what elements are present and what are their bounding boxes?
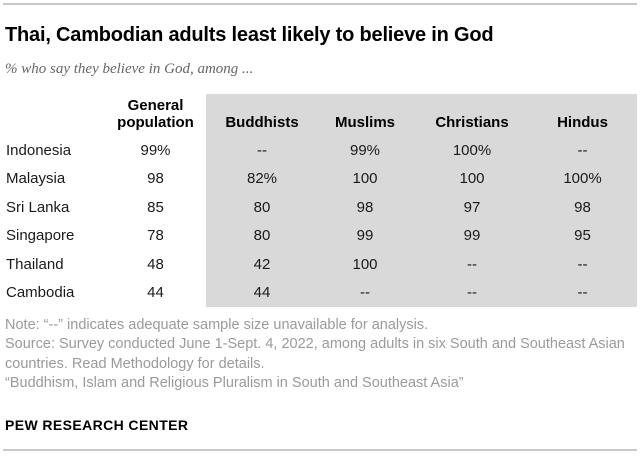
- cell-buddhists: 80: [253, 198, 271, 216]
- column-gap: [201, 136, 210, 165]
- cell-hindus: --: [577, 141, 588, 159]
- row-label: Thailand: [6, 255, 64, 273]
- column-gap: [201, 94, 210, 136]
- row-label: Singapore: [6, 227, 75, 245]
- chart-subtitle: % who say they believe in God, among ...: [5, 61, 254, 77]
- belief-table: General population Buddhists Muslims Chr…: [4, 94, 637, 307]
- row-label: Cambodia: [6, 284, 75, 302]
- row-label: Malaysia: [6, 170, 66, 188]
- cell-general-population: 48: [147, 255, 164, 273]
- cell-hindus: --: [577, 284, 588, 302]
- cell-muslims: 100: [352, 170, 378, 188]
- cell-christians: 99: [463, 227, 481, 245]
- column-gap: [201, 250, 210, 279]
- cell-muslims: 98: [356, 198, 374, 216]
- cell-buddhists: 82%: [246, 170, 278, 188]
- cell-buddhists: --: [257, 141, 267, 159]
- column-header-muslims: Muslims: [334, 114, 395, 131]
- column-header-general-population: General population: [117, 97, 194, 131]
- corner-cell: [4, 94, 110, 136]
- cell-christians: 100: [459, 170, 485, 188]
- cell-christians: 97: [463, 198, 481, 216]
- cell-christians: --: [467, 255, 477, 273]
- citation-line: “Buddhism, Islam and Religious Pluralism…: [5, 374, 464, 391]
- column-header-buddhists: Buddhists: [225, 114, 299, 131]
- row-label: Indonesia: [6, 141, 72, 159]
- cell-hindus: 95: [574, 227, 591, 245]
- cell-christians: --: [467, 284, 477, 302]
- column-header-hindus: Hindus: [557, 114, 608, 131]
- cell-general-population: 98: [147, 170, 164, 188]
- chart-title: Thai, Cambodian adults least likely to b…: [5, 24, 494, 46]
- cell-buddhists: 80: [253, 227, 271, 245]
- cell-muslims: --: [360, 284, 370, 302]
- top-rule: [3, 3, 637, 5]
- column-gap: [201, 222, 210, 251]
- source-line: Source: Survey conducted June 1-Sept. 4,…: [5, 336, 625, 372]
- cell-general-population: 99%: [140, 141, 171, 159]
- cell-christians: 100%: [452, 141, 492, 159]
- bottom-rule: [3, 449, 637, 451]
- cell-hindus: --: [577, 255, 588, 273]
- religious-groups-shade: [206, 94, 637, 307]
- pew-research-center-wordmark: PEW RESEARCH CENTER: [5, 417, 189, 433]
- cell-hindus: 100%: [563, 170, 602, 188]
- row-label: Sri Lanka: [6, 198, 70, 216]
- cell-buddhists: 44: [253, 284, 271, 302]
- column-gap: [201, 279, 210, 308]
- cell-muslims: 100: [352, 255, 378, 273]
- cell-general-population: 85: [147, 198, 164, 216]
- footnotes: Note: “--” indicates adequate sample siz…: [5, 316, 633, 393]
- table-grid: General population Buddhists Muslims Chr…: [4, 94, 637, 307]
- column-gap: [201, 165, 210, 194]
- cell-general-population: 44: [147, 284, 164, 302]
- cell-muslims: 99%: [349, 141, 381, 159]
- cell-general-population: 78: [147, 227, 164, 245]
- column-header-christians: Christians: [435, 114, 509, 131]
- column-gap: [201, 193, 210, 222]
- cell-muslims: 99: [356, 227, 374, 245]
- note-line: Note: “--” indicates adequate sample siz…: [5, 317, 429, 333]
- cell-hindus: 98: [574, 198, 591, 216]
- cell-buddhists: 42: [253, 255, 271, 273]
